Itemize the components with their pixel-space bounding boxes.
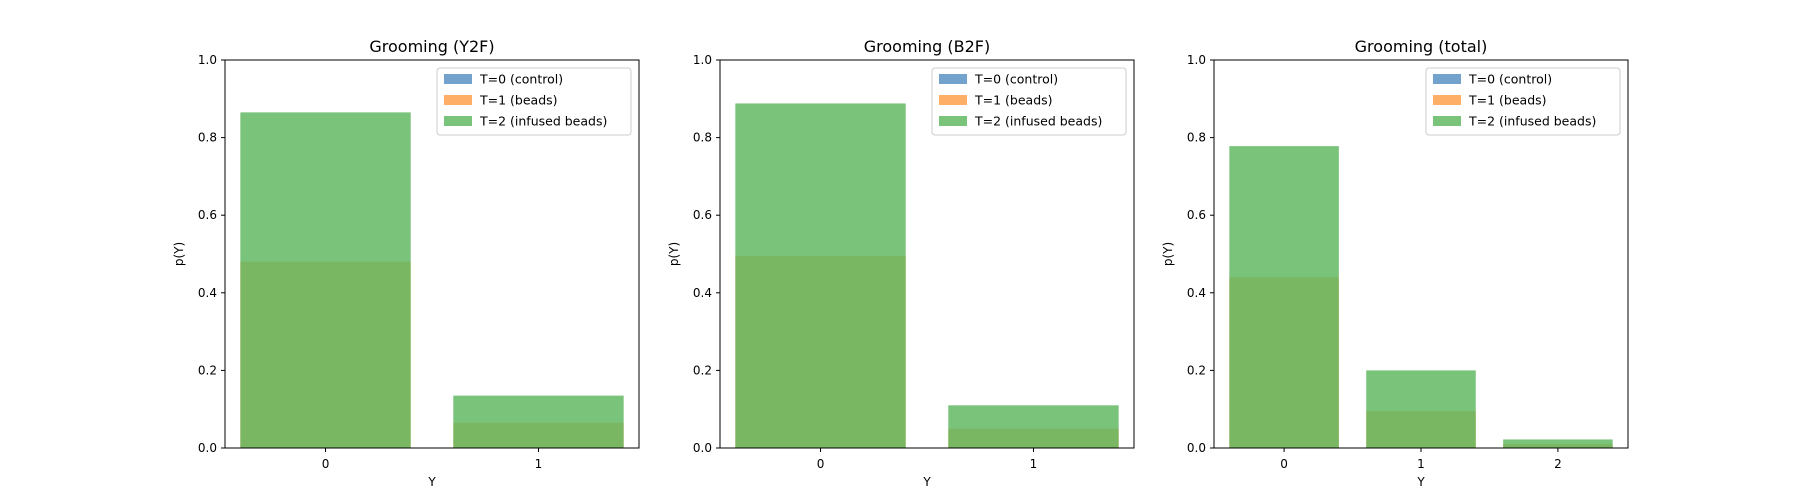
chart-panel-0: 0.0 0.2 0.4 0.6 0.8 1.0 0 1 Grooming (Y2F) Yp(Y) T… [172,37,640,489]
y-tick-label: 0.2 [693,363,712,377]
legend-label: T=2 (infused beads) [1468,114,1596,129]
y-tick-label: 1.0 [198,53,217,67]
legend-swatch [444,74,472,84]
legend-label: T=1 (beads) [1468,93,1547,108]
chart-panel-2: 0.0 0.2 0.4 0.6 0.8 1.0 0 1 2 Grooming (total) Yp(… [1161,37,1629,489]
legend-label: T=0 (control) [479,72,563,87]
bar-t-2-infused-beads--1 [1366,370,1476,448]
x-tick-label: 1 [1417,457,1425,471]
bar-t-2-infused-beads--0 [735,103,906,449]
chart-title: Grooming (Y2F) [369,37,494,56]
x-tick-label: 1 [535,457,543,471]
bar-t-2-infused-beads--2 [1503,439,1613,448]
legend-frame [1425,67,1621,136]
legend-swatch [1433,116,1461,126]
axes-frame [224,59,640,449]
legend: T=0 (control) T=1 (beads) T=2 (infused bea… [436,67,632,136]
x-tick-label: 0 [817,457,825,471]
chart-title: Grooming (total) [1355,37,1488,56]
y-tick-label: 0.6 [198,208,217,222]
y-tick-label: 0.4 [198,286,217,300]
axes-frame [719,59,1135,449]
y-tick-label: 0.0 [693,441,712,455]
legend-label: T=1 (beads) [974,93,1053,108]
y-tick-label: 0.8 [1187,131,1206,145]
legend-label: T=2 (infused beads) [974,114,1102,129]
y-tick-label: 1.0 [1187,53,1206,67]
y-tick-label: 0.6 [1187,208,1206,222]
bar-t-2-infused-beads--1 [948,405,1119,448]
y-tick-label: 0.0 [198,441,217,455]
legend-swatch [444,95,472,105]
legend-frame [436,67,632,136]
legend-swatch [939,74,967,84]
legend-label: T=1 (beads) [479,93,558,108]
legend-swatch [939,95,967,105]
y-tick-label: 0.4 [693,286,712,300]
x-tick-label: 0 [1280,457,1288,471]
x-axis-label: Y [922,475,931,489]
legend: T=0 (control) T=1 (beads) T=2 (infused bea… [1425,67,1621,136]
y-tick-label: 0.8 [198,131,217,145]
y-axis-label: p(Y) [667,242,681,266]
y-tick-label: 0.2 [1187,363,1206,377]
y-tick-label: 0.0 [1187,441,1206,455]
legend-label: T=0 (control) [1468,72,1552,87]
y-tick-label: 0.6 [693,208,712,222]
legend-swatch [939,116,967,126]
legend-swatch [1433,74,1461,84]
y-tick-label: 0.4 [1187,286,1206,300]
chart-title: Grooming (B2F) [864,37,990,56]
y-tick-label: 0.2 [198,363,217,377]
legend-swatch [1433,95,1461,105]
legend: T=0 (control) T=1 (beads) T=2 (infused bea… [931,67,1127,136]
bar-t-2-infused-beads--1 [453,395,624,448]
chart-panel-1: 0.0 0.2 0.4 0.6 0.8 1.0 0 1 Grooming (B2F) Yp(Y) T… [667,37,1135,489]
legend-frame [931,67,1127,136]
y-axis-label: p(Y) [172,242,186,266]
x-tick-label: 0 [322,457,330,471]
x-axis-label: Y [1416,475,1425,489]
x-tick-label: 2 [1554,457,1562,471]
x-tick-label: 1 [1030,457,1038,471]
legend-swatch [444,116,472,126]
legend-label: T=0 (control) [974,72,1058,87]
y-tick-label: 0.8 [693,131,712,145]
legend-label: T=2 (infused beads) [479,114,607,129]
x-axis-label: Y [427,475,436,489]
bar-t-2-infused-beads--0 [240,112,411,448]
y-tick-label: 1.0 [693,53,712,67]
y-axis-label: p(Y) [1161,242,1175,266]
bar-t-2-infused-beads--0 [1229,146,1339,449]
